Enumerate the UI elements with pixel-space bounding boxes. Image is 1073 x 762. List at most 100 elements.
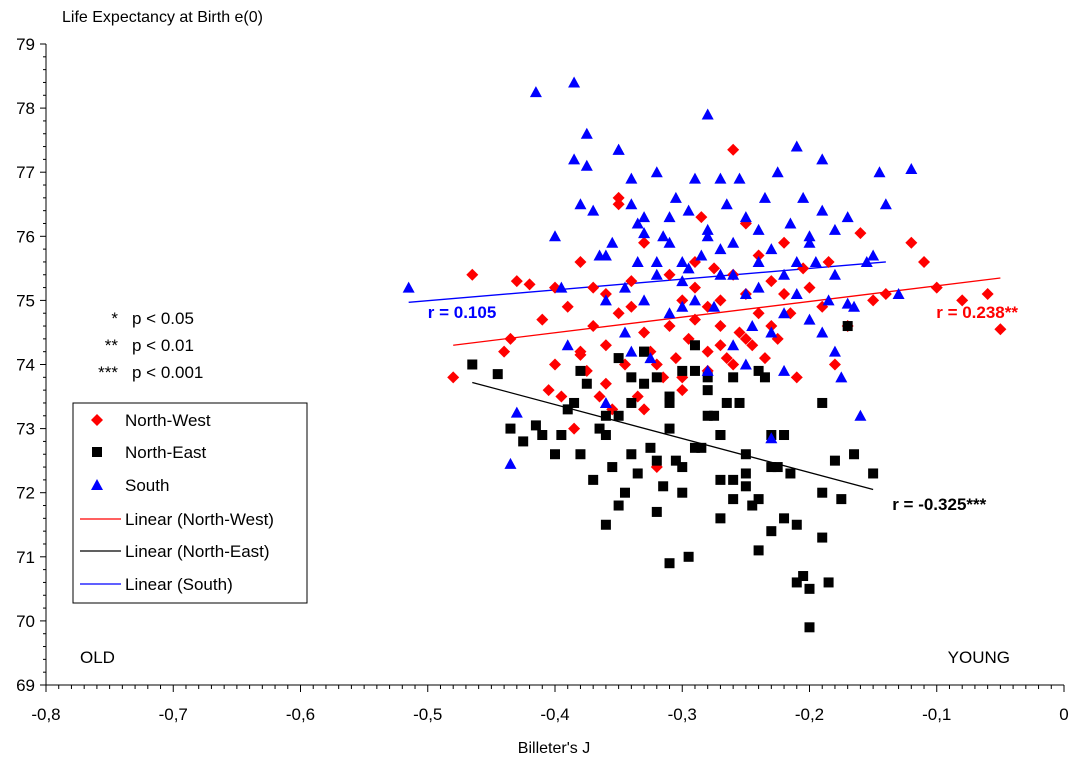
data-point-north-west — [638, 326, 651, 339]
data-point-north-east — [658, 481, 669, 492]
data-point-north-east — [849, 449, 860, 460]
data-point-north-east — [677, 462, 688, 473]
legend-label-north-east: North-East — [125, 443, 207, 462]
data-point-south — [828, 223, 841, 235]
data-point-north-east — [728, 372, 739, 383]
data-point-north-east — [798, 571, 809, 582]
data-point-south — [663, 307, 676, 319]
data-point-south — [695, 249, 708, 261]
data-point-north-east — [639, 378, 650, 389]
data-point-north-west — [676, 384, 689, 397]
data-point-south — [727, 339, 740, 351]
data-point-north-west — [733, 326, 746, 339]
data-point-north-east — [537, 430, 548, 441]
data-point-north-east — [569, 397, 580, 408]
data-point-south — [803, 236, 816, 248]
data-point-north-east — [791, 577, 802, 588]
data-point-north-east — [759, 372, 770, 383]
data-point-south — [663, 211, 676, 223]
data-point-north-east — [556, 430, 567, 441]
legend-label-linear-north-east: Linear (North-East) — [125, 542, 270, 561]
data-point-north-west — [587, 281, 600, 294]
sig-text-2: p < 0.01 — [132, 336, 194, 355]
data-point-north-east — [689, 340, 700, 351]
annotation-layer: r = 0.238** r = -0.325*** r = 0.105 — [428, 303, 1019, 514]
data-point-south — [676, 300, 689, 312]
data-point-south — [816, 326, 829, 338]
x-tick-label: 0 — [1059, 705, 1068, 724]
data-point-south — [816, 153, 829, 165]
data-point-south — [746, 320, 759, 332]
data-point-north-west — [599, 287, 612, 300]
data-point-north-west — [574, 348, 587, 361]
data-point-north-west — [549, 358, 561, 371]
data-point-south — [555, 281, 568, 293]
data-point-north-west — [956, 294, 969, 307]
data-point-north-east — [670, 455, 681, 466]
data-point-north-east — [600, 519, 611, 530]
data-point-north-west — [612, 191, 625, 204]
y-tick-label: 71 — [16, 548, 35, 567]
y-tick-label: 72 — [16, 484, 35, 503]
data-point-south — [765, 326, 778, 338]
data-point-south — [778, 307, 791, 319]
data-point-south — [739, 211, 752, 223]
x-tick-label: -0,8 — [31, 705, 60, 724]
data-point-south — [625, 198, 638, 210]
data-point-south — [625, 172, 638, 184]
data-point-north-west — [466, 268, 479, 281]
data-point-south — [841, 211, 854, 223]
data-point-north-west — [752, 307, 765, 320]
data-point-north-east — [721, 397, 732, 408]
trendline-south — [408, 261, 886, 303]
data-point-north-west — [918, 255, 931, 268]
data-point-south — [529, 86, 542, 98]
data-point-north-east — [753, 545, 764, 556]
data-point-north-east — [734, 397, 745, 408]
corner-label-old: OLD — [80, 648, 115, 667]
data-point-north-west — [625, 275, 638, 288]
data-point-south — [549, 230, 561, 242]
data-point-north-east — [632, 468, 643, 479]
data-point-north-east — [702, 410, 713, 421]
data-point-south — [701, 108, 714, 120]
data-point-north-east — [530, 420, 541, 431]
data-point-south — [905, 162, 918, 174]
data-point-north-west — [536, 313, 549, 326]
data-point-north-west — [714, 339, 727, 352]
legend-label-linear-south: Linear (South) — [125, 575, 233, 594]
data-point-north-west — [669, 352, 682, 365]
data-point-south — [676, 255, 689, 267]
y-axis-label: Life Expectancy at Birth e(0) — [62, 9, 263, 26]
data-point-north-west — [778, 287, 791, 300]
data-point-north-east — [613, 500, 624, 511]
data-point-south — [574, 198, 587, 210]
data-point-north-west — [708, 262, 721, 275]
data-point-south — [803, 230, 816, 242]
data-point-south — [727, 268, 740, 280]
x-tick-label: -0,2 — [795, 705, 824, 724]
data-point-north-east — [823, 577, 834, 588]
data-point-south — [778, 364, 791, 376]
data-point-south — [797, 191, 810, 203]
data-point-north-east — [836, 494, 847, 505]
r-value-label-north-west: r = 0.238** — [936, 303, 1018, 322]
data-point-south — [739, 287, 752, 299]
trendline-north-west — [453, 277, 1001, 346]
data-point-south — [688, 172, 701, 184]
data-point-north-east — [575, 365, 586, 376]
data-point-south — [650, 255, 663, 267]
data-point-north-west — [612, 198, 625, 211]
data-point-north-east — [619, 487, 630, 498]
y-tick-label: 70 — [16, 612, 35, 631]
data-point-south — [625, 345, 638, 357]
data-point-north-east — [651, 506, 662, 517]
data-point-north-west — [638, 236, 651, 249]
data-point-north-east — [505, 423, 516, 434]
data-point-north-west — [720, 352, 733, 365]
data-point-north-east — [753, 494, 764, 505]
data-point-south — [720, 198, 733, 210]
data-point-north-east — [518, 436, 529, 447]
data-point-north-east — [772, 462, 783, 473]
data-point-north-east — [689, 442, 700, 453]
